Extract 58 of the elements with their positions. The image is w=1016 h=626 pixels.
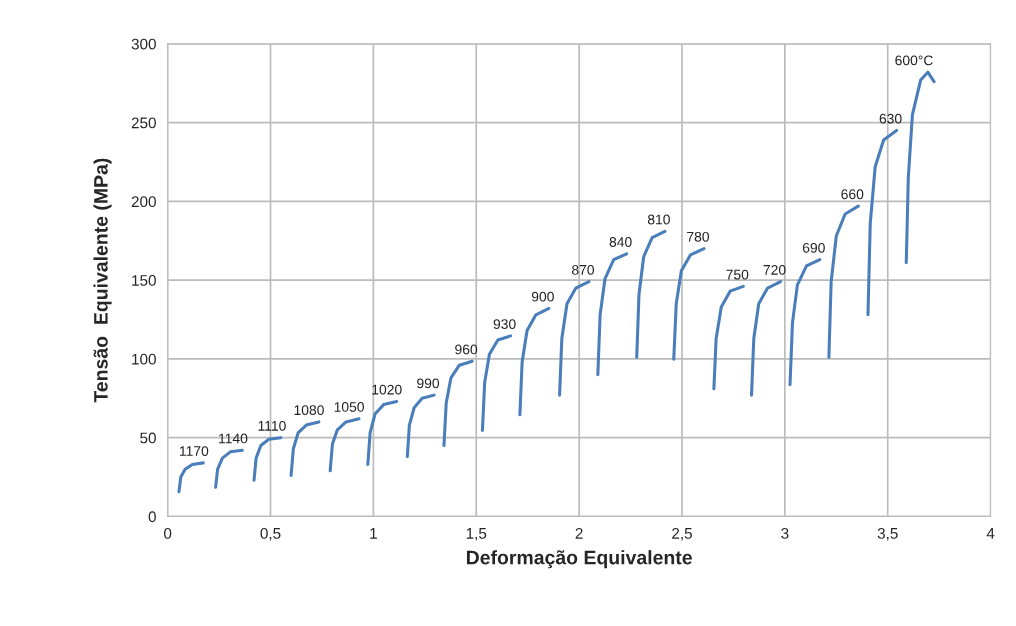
series-label: 1140	[219, 433, 248, 444]
series-label: 1170	[179, 446, 209, 456]
series-label: 990	[417, 378, 440, 389]
x-tick-label: 3	[781, 527, 789, 539]
line-series	[558, 280, 591, 397]
line-series	[518, 306, 551, 417]
line-series	[328, 417, 361, 473]
line-series	[214, 448, 244, 489]
series-label: 630	[879, 113, 902, 124]
y-tick-label: 50	[140, 432, 156, 444]
line-series	[827, 204, 860, 359]
series-label: 1080	[294, 405, 324, 416]
series-label: 1020	[372, 384, 402, 395]
series-label: 660	[841, 189, 864, 200]
series-label: 600°C	[895, 55, 933, 66]
line-series	[635, 229, 667, 359]
series-label: 1110	[258, 420, 286, 431]
line-series	[442, 359, 474, 448]
y-tick-label: 300	[131, 38, 156, 50]
x-tick-label: 1,5	[466, 528, 487, 541]
line-series	[252, 436, 283, 482]
series-label: 900	[531, 291, 554, 302]
x-tick-label: 3,5	[877, 527, 898, 541]
y-tick-label: 150	[132, 275, 156, 286]
line-series	[672, 247, 706, 361]
line-series	[480, 334, 513, 432]
series-label: 1050	[334, 402, 364, 412]
x-tick-label: 0	[163, 527, 172, 539]
x-tick-label: 2	[575, 527, 583, 539]
line-series	[904, 70, 936, 265]
x-tick-label: 0,5	[260, 527, 281, 541]
series-label: 750	[726, 269, 749, 280]
line-series	[289, 420, 321, 478]
line-series	[712, 284, 745, 391]
x-axis-title: Deformação Equivalente	[466, 550, 692, 569]
series-label: 870	[571, 264, 595, 275]
line-series	[596, 252, 629, 377]
x-tick-label: 2,5	[672, 527, 692, 541]
y-tick-label: 250	[131, 117, 156, 129]
line-series	[177, 461, 205, 494]
line-series	[788, 258, 822, 387]
series-label: 690	[802, 242, 825, 253]
series-label: 780	[687, 231, 710, 242]
series-label: 840	[609, 237, 632, 247]
line-series	[866, 128, 899, 317]
series-label: 930	[493, 319, 516, 329]
series-label: 960	[455, 344, 478, 355]
series-label: 810	[647, 214, 670, 225]
x-tick-label: 4	[986, 528, 995, 539]
y-tick-label: 0	[148, 511, 156, 523]
y-tick-label: 200	[131, 196, 156, 208]
line-series	[405, 393, 436, 459]
line-series	[750, 280, 783, 397]
series-label: 720	[763, 264, 786, 275]
line-series	[366, 399, 399, 466]
y-tick-label: 100	[132, 353, 156, 365]
y-axis-title: Tensão Equivalente (MPa)	[93, 158, 112, 403]
x-tick-label: 1	[370, 528, 377, 539]
